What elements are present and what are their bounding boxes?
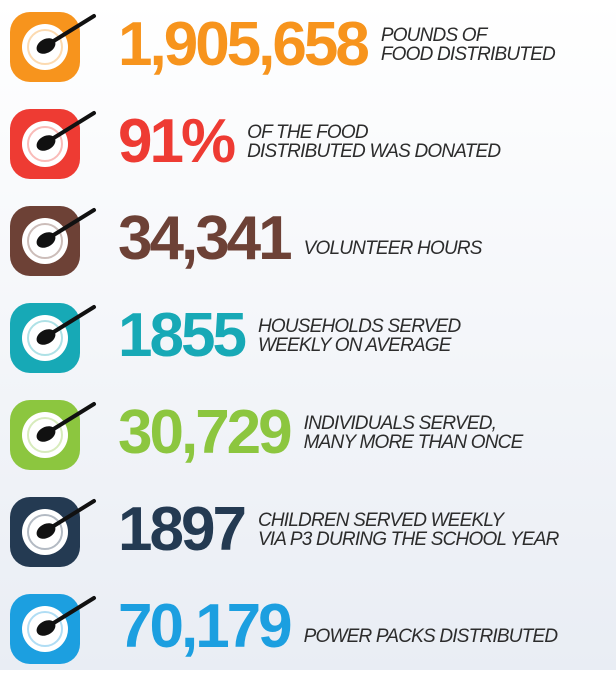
description-line: FOOD DISTRIBUTED (380, 44, 556, 65)
plate-icon (10, 400, 96, 470)
description-line: VOLUNTEER HOURS (303, 237, 483, 259)
spoon-handle (50, 14, 96, 44)
stat-number: 34,341 (118, 204, 293, 273)
spoon-handle (50, 596, 96, 626)
description-line: OF THE FOOD (247, 122, 368, 143)
spoon-handle (50, 499, 96, 529)
plate-rim (27, 29, 63, 65)
plate-rim (27, 223, 63, 259)
spoon-handle (50, 208, 96, 238)
plate-icon (10, 594, 96, 664)
plate-rim (27, 417, 63, 453)
plate-icon (10, 109, 96, 179)
description-line: POWER PACKS DISTRIBUTED (303, 625, 558, 647)
stat-row: 30,729 INDIVIDUALS SERVED, MANY MORE THAN … (0, 385, 616, 481)
description-line: VIA P3 DURING THE SCHOOL YEAR (257, 529, 559, 550)
stat-description: CHILDREN SERVED WEEKLY VIA P3 DURING THE … (258, 511, 559, 549)
stat-row: 34,341 VOLUNTEER HOURS (0, 191, 616, 287)
description-line: WEEKLY ON AVERAGE (257, 335, 451, 356)
plate-rim (27, 611, 63, 647)
description-line: POUNDS OF (380, 25, 488, 46)
stat-row: 70,179 POWER PACKS DISTRIBUTED (0, 579, 616, 675)
stat-description: OF THE FOOD DISTRIBUTED WAS DONATED (247, 122, 501, 162)
stat-row: 1855 HOUSEHOLDS SERVED WEEKLY ON AVERAGE (0, 288, 616, 384)
plate-icon (10, 12, 96, 82)
plate-rim (27, 514, 63, 550)
stat-row: 1,905,658 POUNDS OF FOOD DISTRIBUTED (0, 0, 616, 93)
stat-description: HOUSEHOLDS SERVED WEEKLY ON AVERAGE (258, 317, 461, 355)
stat-number: 91% (118, 107, 236, 176)
description-line: CHILDREN SERVED WEEKLY (257, 510, 504, 531)
stat-description: VOLUNTEER HOURS (303, 237, 483, 259)
plate-rim (27, 320, 63, 356)
stat-description: POUNDS OF FOOD DISTRIBUTED (380, 25, 556, 65)
stat-number: 1855 (118, 301, 247, 370)
stat-number: 70,179 (118, 592, 293, 661)
plate-icon (10, 497, 96, 567)
stat-description: INDIVIDUALS SERVED, MANY MORE THAN ONCE (303, 413, 524, 453)
plate-rim (27, 126, 63, 162)
stat-row: 91% OF THE FOOD DISTRIBUTED WAS DONATED (0, 94, 616, 190)
spoon-handle (50, 402, 96, 432)
description-line: DISTRIBUTED WAS DONATED (247, 141, 501, 162)
stat-row: 1897 CHILDREN SERVED WEEKLY VIA P3 DURING … (0, 482, 616, 578)
plate-icon (10, 303, 96, 373)
description-line: MANY MORE THAN ONCE (303, 432, 524, 453)
description-line: INDIVIDUALS SERVED, (303, 413, 497, 434)
plate-icon (10, 206, 96, 276)
stat-number: 30,729 (118, 398, 293, 467)
description-line: HOUSEHOLDS SERVED (257, 316, 461, 337)
stat-number: 1,905,658 (118, 10, 370, 79)
spoon-handle (50, 111, 96, 141)
spoon-handle (50, 305, 96, 335)
stat-number: 1897 (118, 495, 247, 564)
stat-description: POWER PACKS DISTRIBUTED (304, 627, 558, 646)
